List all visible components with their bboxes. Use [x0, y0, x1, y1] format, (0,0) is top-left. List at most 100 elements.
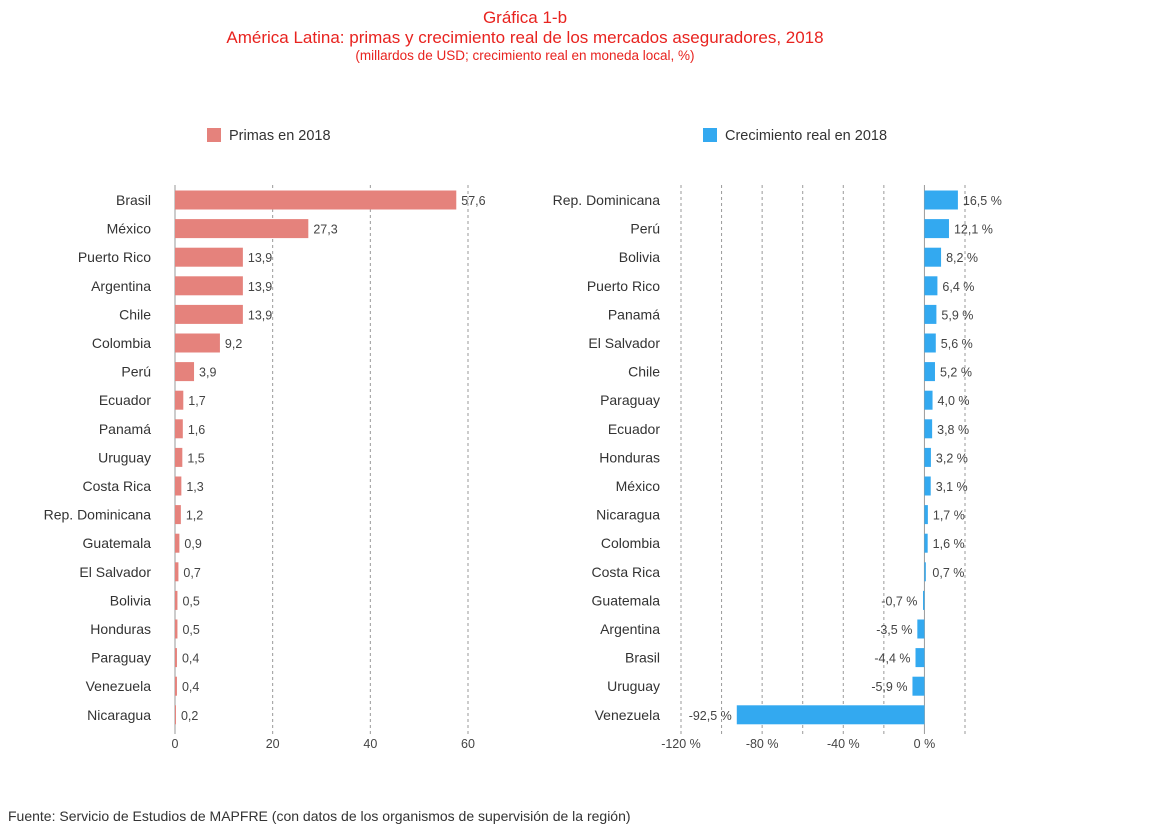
bar	[175, 390, 184, 410]
category-label: México	[616, 478, 661, 494]
category-label: Honduras	[599, 449, 660, 465]
chart-subtitle: (millardos de USD; crecimiento real en m…	[355, 48, 695, 63]
category-label: Argentina	[91, 278, 151, 294]
bar	[175, 562, 179, 582]
bar	[175, 247, 243, 267]
bar	[175, 676, 177, 696]
category-label: Nicaragua	[87, 707, 151, 723]
bar	[175, 447, 183, 467]
category-label: Bolivia	[110, 592, 151, 608]
value-label: 1,5	[187, 451, 204, 465]
x-tick-label: -80 %	[746, 737, 779, 751]
value-label: 27,3	[313, 223, 337, 237]
x-tick-label: -120 %	[661, 737, 701, 751]
bar	[924, 447, 931, 467]
legend-swatch	[703, 128, 717, 142]
value-label: 1,7	[188, 394, 205, 408]
category-label: Puerto Rico	[587, 278, 660, 294]
bar	[175, 533, 180, 553]
category-label: El Salvador	[79, 564, 151, 580]
category-label: Puerto Rico	[78, 249, 151, 265]
category-label: El Salvador	[588, 335, 660, 351]
bar	[175, 590, 178, 610]
legend-label: Primas en 2018	[229, 128, 331, 144]
bar	[175, 276, 243, 296]
category-label: Colombia	[92, 335, 151, 351]
value-label: 0,5	[182, 594, 199, 608]
category-label: Costa Rica	[83, 478, 152, 494]
charts-canvas: Primas en 2018 0 20 40 60 Brasil 57,6 México 27,…	[44, 128, 1002, 751]
category-label: Panamá	[608, 306, 660, 322]
category-label: Honduras	[90, 621, 151, 637]
category-label: Uruguay	[607, 678, 660, 694]
bar	[175, 333, 220, 353]
category-label: Colombia	[601, 535, 660, 551]
bar	[175, 505, 181, 525]
chart-title-block: Gráfica 1-b América Latina: primas y cre…	[0, 8, 1050, 64]
value-label: 3,9	[199, 366, 216, 380]
category-label: Venezuela	[86, 678, 152, 694]
value-label: 0,4	[182, 652, 199, 666]
value-label: 1,2	[186, 509, 203, 523]
value-label: 3,2 %	[936, 451, 968, 465]
bar	[736, 705, 925, 725]
value-label: 1,7 %	[933, 509, 965, 523]
category-label: Panamá	[99, 421, 151, 437]
value-label: -5,9 %	[871, 680, 907, 694]
category-label: Uruguay	[98, 449, 151, 465]
source-note: Fuente: Servicio de Estudios de MAPFRE (…	[8, 808, 631, 824]
bar	[924, 362, 935, 382]
bar	[924, 219, 949, 239]
value-label: 1,3	[186, 480, 203, 494]
category-label: Bolivia	[619, 249, 660, 265]
category-label: Rep. Dominicana	[553, 192, 661, 208]
bar	[175, 476, 182, 496]
category-label: Chile	[119, 306, 151, 322]
bar	[175, 705, 176, 725]
bar	[912, 676, 925, 696]
x-tick-label: 40	[363, 737, 377, 751]
category-label: Argentina	[600, 621, 660, 637]
value-label: 16,5 %	[963, 194, 1002, 208]
value-label: -3,5 %	[876, 623, 912, 637]
x-tick-label: -40 %	[827, 737, 860, 751]
category-label: Brasil	[625, 650, 660, 666]
value-label: 13,9	[248, 251, 272, 265]
chart-title-number: Gráfica 1-b	[482, 8, 568, 27]
bar	[923, 590, 925, 610]
bar	[924, 333, 936, 353]
bar	[175, 648, 177, 668]
category-label: Paraguay	[600, 392, 660, 408]
value-label: 0,9	[184, 537, 201, 551]
x-tick-label: 20	[266, 737, 280, 751]
value-label: 0,4	[182, 680, 199, 694]
bar	[175, 219, 309, 239]
x-tick-label: 60	[461, 737, 475, 751]
value-label: 5,6 %	[941, 337, 973, 351]
category-label: México	[107, 221, 152, 237]
value-label: 3,1 %	[936, 480, 968, 494]
bar	[175, 419, 183, 439]
value-label: 0,7 %	[932, 566, 964, 580]
value-label: 1,6	[188, 423, 205, 437]
value-label: 0,2	[181, 709, 198, 723]
bar	[924, 190, 958, 210]
bar	[924, 390, 933, 410]
value-label: 0,7	[183, 566, 200, 580]
bar	[175, 304, 243, 324]
bar	[924, 304, 937, 324]
value-label: 0,5	[182, 623, 199, 637]
value-label: -4,4 %	[874, 652, 910, 666]
bar	[924, 505, 928, 525]
bar	[924, 419, 933, 439]
category-label: Venezuela	[595, 707, 661, 723]
value-label: 4,0 %	[938, 394, 970, 408]
value-label: 13,9	[248, 280, 272, 294]
bar	[175, 190, 457, 210]
category-label: Ecuador	[99, 392, 151, 408]
bar	[917, 619, 925, 639]
category-label: Guatemala	[592, 592, 661, 608]
value-label: 3,8 %	[937, 423, 969, 437]
category-label: Perú	[630, 221, 660, 237]
bar	[175, 362, 195, 382]
